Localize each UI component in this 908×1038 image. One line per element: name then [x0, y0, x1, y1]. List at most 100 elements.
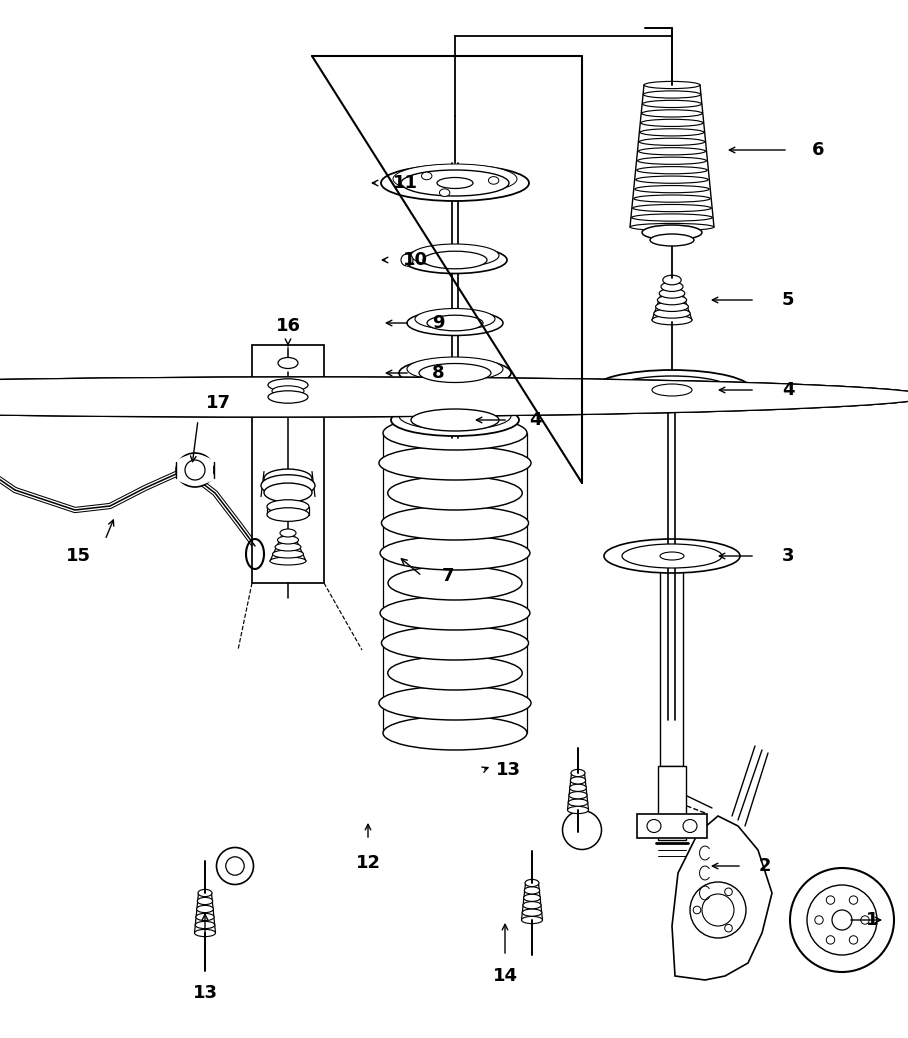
Ellipse shape	[197, 905, 213, 912]
Ellipse shape	[198, 890, 212, 897]
Ellipse shape	[657, 295, 686, 305]
Ellipse shape	[639, 138, 705, 145]
Ellipse shape	[650, 234, 694, 246]
Ellipse shape	[0, 377, 908, 417]
Ellipse shape	[264, 483, 312, 502]
Ellipse shape	[419, 363, 491, 382]
Text: 13: 13	[496, 761, 520, 778]
Ellipse shape	[379, 446, 531, 480]
Polygon shape	[637, 814, 707, 838]
Ellipse shape	[525, 879, 539, 886]
Ellipse shape	[622, 544, 722, 568]
Ellipse shape	[654, 308, 690, 318]
Ellipse shape	[388, 656, 522, 690]
Text: 7: 7	[442, 567, 454, 585]
Ellipse shape	[391, 404, 519, 436]
Ellipse shape	[663, 275, 681, 284]
Polygon shape	[657, 766, 686, 840]
Text: 6: 6	[812, 141, 824, 159]
Ellipse shape	[725, 889, 732, 896]
Ellipse shape	[176, 453, 214, 487]
Text: 15: 15	[65, 547, 91, 565]
Bar	[252, 345, 324, 583]
Ellipse shape	[407, 310, 503, 335]
Ellipse shape	[270, 557, 306, 565]
Ellipse shape	[272, 386, 304, 397]
Ellipse shape	[427, 316, 483, 331]
Ellipse shape	[644, 81, 700, 88]
Ellipse shape	[267, 499, 309, 514]
Text: 9: 9	[431, 315, 444, 332]
Ellipse shape	[176, 467, 214, 485]
Ellipse shape	[383, 416, 527, 450]
Ellipse shape	[267, 508, 309, 521]
Ellipse shape	[569, 784, 587, 791]
Ellipse shape	[659, 289, 685, 298]
Text: 13: 13	[192, 984, 218, 1002]
Ellipse shape	[641, 119, 703, 127]
Ellipse shape	[261, 474, 315, 496]
Ellipse shape	[690, 882, 746, 938]
Ellipse shape	[637, 167, 707, 173]
Ellipse shape	[185, 460, 205, 480]
Ellipse shape	[571, 769, 585, 776]
Ellipse shape	[381, 165, 529, 201]
Ellipse shape	[633, 204, 711, 212]
Text: 5: 5	[782, 291, 794, 309]
Ellipse shape	[489, 176, 498, 184]
Ellipse shape	[521, 917, 542, 924]
Ellipse shape	[437, 177, 473, 189]
Ellipse shape	[861, 916, 869, 924]
Ellipse shape	[652, 316, 692, 325]
Ellipse shape	[194, 929, 215, 936]
Ellipse shape	[176, 455, 214, 473]
Ellipse shape	[381, 506, 528, 540]
Ellipse shape	[592, 370, 752, 410]
Ellipse shape	[401, 254, 413, 266]
Ellipse shape	[381, 626, 528, 660]
Ellipse shape	[278, 357, 298, 368]
Ellipse shape	[634, 195, 710, 202]
Ellipse shape	[415, 308, 495, 329]
Ellipse shape	[725, 925, 732, 932]
Ellipse shape	[693, 906, 701, 913]
Ellipse shape	[562, 811, 601, 849]
Ellipse shape	[403, 246, 507, 273]
Ellipse shape	[439, 189, 449, 196]
Ellipse shape	[197, 898, 212, 904]
Ellipse shape	[278, 536, 299, 544]
Ellipse shape	[195, 922, 215, 929]
Text: 14: 14	[492, 967, 518, 985]
Ellipse shape	[411, 409, 499, 431]
Polygon shape	[672, 816, 772, 980]
Ellipse shape	[524, 886, 539, 894]
Text: 1: 1	[865, 911, 878, 929]
Text: 8: 8	[431, 364, 444, 382]
Ellipse shape	[647, 819, 661, 832]
Ellipse shape	[272, 550, 303, 558]
Ellipse shape	[268, 379, 308, 391]
Text: 3: 3	[782, 547, 794, 565]
Ellipse shape	[379, 686, 531, 720]
Ellipse shape	[0, 377, 908, 417]
Ellipse shape	[849, 935, 858, 945]
Ellipse shape	[280, 529, 296, 537]
Ellipse shape	[196, 913, 214, 921]
Ellipse shape	[637, 157, 706, 164]
Ellipse shape	[399, 358, 511, 387]
Ellipse shape	[226, 856, 244, 875]
Ellipse shape	[380, 536, 530, 570]
Ellipse shape	[268, 390, 308, 403]
Ellipse shape	[421, 172, 432, 180]
Ellipse shape	[632, 214, 713, 221]
Polygon shape	[660, 570, 684, 766]
Ellipse shape	[849, 896, 858, 904]
Ellipse shape	[388, 476, 522, 510]
Ellipse shape	[643, 101, 702, 108]
Ellipse shape	[702, 894, 734, 926]
Text: 10: 10	[402, 251, 428, 269]
Ellipse shape	[635, 186, 709, 193]
Ellipse shape	[388, 566, 522, 600]
Text: 12: 12	[356, 854, 380, 872]
Ellipse shape	[642, 110, 702, 117]
